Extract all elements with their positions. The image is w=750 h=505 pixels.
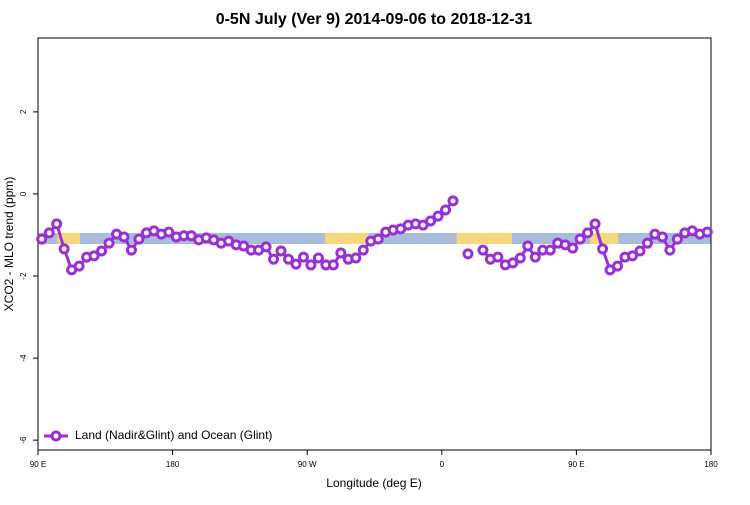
data-point	[664, 244, 676, 256]
plot-frame	[37, 37, 712, 451]
data-point	[574, 233, 586, 245]
data-point	[440, 204, 452, 216]
data-point	[372, 233, 384, 245]
data-point	[582, 227, 594, 239]
x-tick-label: 180	[704, 460, 718, 469]
data-point	[125, 244, 137, 256]
data-point	[290, 258, 302, 270]
legend-label: Land (Nadir&Glint) and Ocean (Glint)	[75, 428, 272, 442]
land-band	[456, 232, 513, 244]
land-band	[589, 232, 619, 244]
data-point	[447, 195, 459, 207]
data-point	[567, 242, 579, 254]
data-point	[432, 210, 444, 222]
data-point	[350, 252, 362, 264]
y-axis-label: XCO2 - MLO trend (ppm)	[2, 177, 16, 312]
data-point	[275, 245, 287, 257]
data-point	[544, 244, 556, 256]
data-point	[492, 251, 504, 263]
data-point	[514, 252, 526, 264]
y-tick-label: -4	[19, 354, 28, 362]
x-tick-label: 180	[166, 460, 180, 469]
data-point	[425, 215, 437, 227]
x-tick-label: 90 E	[30, 460, 46, 469]
data-point	[522, 240, 534, 252]
y-tick-label: 0	[19, 191, 28, 196]
data-point	[51, 218, 63, 230]
data-point	[626, 250, 638, 262]
data-point	[529, 251, 541, 263]
data-point	[36, 233, 48, 245]
data-point	[103, 237, 115, 249]
data-point	[701, 226, 713, 238]
data-point	[163, 226, 175, 238]
data-point	[43, 227, 55, 239]
x-axis-label: Longitude (deg E)	[326, 476, 421, 490]
data-point	[297, 251, 309, 263]
data-point	[96, 245, 108, 257]
data-point	[283, 253, 295, 265]
data-point	[597, 243, 609, 255]
data-point	[305, 259, 317, 271]
data-point	[634, 245, 646, 257]
data-point	[58, 243, 70, 255]
land-band	[57, 232, 80, 244]
data-point	[589, 218, 601, 230]
y-tick-label: -6	[19, 436, 28, 444]
data-point	[357, 244, 369, 256]
data-point	[73, 260, 85, 272]
data-point	[268, 253, 280, 265]
data-point	[327, 259, 339, 271]
chart-title: 0-5N July (Ver 9) 2014-09-06 to 2018-12-…	[216, 11, 533, 28]
data-point	[133, 233, 145, 245]
data-point	[612, 260, 624, 272]
data-point	[477, 244, 489, 256]
data-point	[88, 250, 100, 262]
x-tick-label: 0	[440, 460, 445, 469]
x-tick-label: 90 W	[298, 460, 317, 469]
data-point	[656, 231, 668, 243]
data-point	[641, 237, 653, 249]
data-point	[260, 241, 272, 253]
data-point	[312, 252, 324, 264]
data-point	[462, 248, 474, 260]
x-tick-label: 90 E	[568, 460, 584, 469]
data-point	[335, 247, 347, 259]
y-tick-label: -2	[19, 272, 28, 280]
legend-marker	[50, 430, 62, 442]
data-point	[671, 233, 683, 245]
data-point	[507, 257, 519, 269]
data-point	[118, 231, 130, 243]
land-band	[325, 232, 369, 244]
y-tick-label: 2	[19, 109, 28, 114]
